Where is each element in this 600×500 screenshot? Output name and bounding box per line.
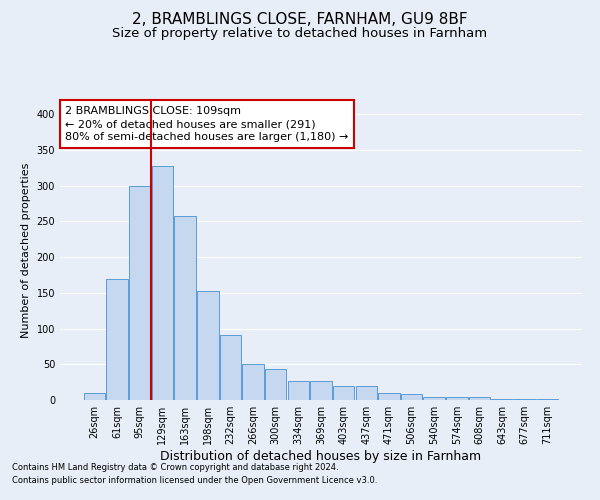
Bar	[175, 216, 196, 400]
Bar	[446, 397, 467, 400]
Bar	[106, 278, 128, 400]
Text: 2 BRAMBLINGS CLOSE: 109sqm
← 20% of detached houses are smaller (291)
80% of sem: 2 BRAMBLINGS CLOSE: 109sqm ← 20% of deta…	[65, 106, 349, 142]
Bar	[129, 186, 151, 400]
Bar	[152, 166, 173, 400]
Bar	[356, 386, 377, 400]
Bar	[265, 370, 286, 400]
Bar	[287, 380, 309, 400]
X-axis label: Distribution of detached houses by size in Farnham: Distribution of detached houses by size …	[160, 450, 482, 463]
Bar	[424, 397, 445, 400]
Bar	[378, 393, 400, 400]
Bar	[537, 398, 558, 400]
Bar	[514, 398, 536, 400]
Bar	[401, 394, 422, 400]
Text: Contains public sector information licensed under the Open Government Licence v3: Contains public sector information licen…	[12, 476, 377, 485]
Text: 2, BRAMBLINGS CLOSE, FARNHAM, GU9 8BF: 2, BRAMBLINGS CLOSE, FARNHAM, GU9 8BF	[132, 12, 468, 28]
Bar	[333, 386, 355, 400]
Text: Size of property relative to detached houses in Farnham: Size of property relative to detached ho…	[112, 28, 488, 40]
Y-axis label: Number of detached properties: Number of detached properties	[21, 162, 31, 338]
Bar	[197, 290, 218, 400]
Bar	[469, 397, 490, 400]
Bar	[310, 380, 332, 400]
Bar	[220, 335, 241, 400]
Text: Contains HM Land Registry data © Crown copyright and database right 2024.: Contains HM Land Registry data © Crown c…	[12, 464, 338, 472]
Bar	[84, 393, 105, 400]
Bar	[242, 364, 264, 400]
